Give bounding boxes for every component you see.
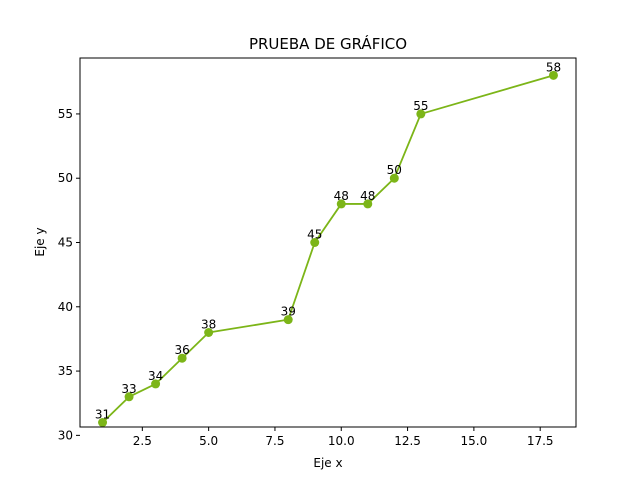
x-tick-label: 15.0 — [461, 434, 488, 448]
data-point — [389, 173, 399, 183]
data-label: 38 — [201, 318, 216, 332]
data-point — [283, 315, 293, 325]
axis-ticks: 2.5 5.0 7.5 10.0 12.5 15.0 17.5 30 35 40 45 50 55 — [58, 107, 554, 448]
data-series — [98, 70, 558, 427]
x-tick-label: 5.0 — [199, 434, 218, 448]
data-label: 55 — [413, 99, 428, 113]
chart-title: PRUEBA DE GRÁFICO — [249, 34, 407, 53]
y-tick-label: 35 — [58, 364, 73, 378]
data-point — [177, 353, 187, 363]
data-point — [124, 392, 134, 402]
x-tick-label: 10.0 — [328, 434, 355, 448]
x-tick-label: 17.5 — [527, 434, 554, 448]
plot-frame — [79, 57, 577, 428]
data-point — [363, 199, 373, 209]
y-tick-label: 30 — [58, 428, 73, 442]
data-point — [204, 328, 214, 337]
data-point — [310, 238, 320, 247]
data-labels: 31 33 34 36 38 39 45 48 48 50 55 58 — [95, 60, 561, 421]
data-label: 48 — [334, 189, 349, 203]
data-label: 39 — [281, 305, 296, 319]
data-label: 31 — [95, 408, 110, 422]
y-tick-label: 50 — [58, 171, 73, 185]
x-tick-label: 2.5 — [133, 434, 152, 448]
x-tick-label: 7.5 — [265, 434, 284, 448]
y-axis-label: Eje y — [33, 227, 47, 256]
data-label: 58 — [546, 60, 561, 74]
data-point — [336, 199, 346, 209]
data-label: 50 — [387, 163, 402, 177]
y-tick-label: 40 — [58, 300, 73, 314]
data-point — [548, 70, 558, 80]
data-label: 33 — [121, 382, 136, 396]
y-tick-label: 45 — [58, 236, 73, 250]
data-label: 45 — [307, 228, 322, 242]
data-point — [98, 418, 108, 427]
data-label: 36 — [174, 343, 189, 357]
y-tick-label: 55 — [58, 107, 73, 121]
series-line — [101, 74, 554, 424]
data-point — [416, 109, 426, 119]
data-label: 48 — [360, 189, 375, 203]
x-tick-label: 12.5 — [394, 434, 421, 448]
x-axis-label: Eje x — [313, 456, 342, 470]
data-label: 34 — [148, 369, 163, 383]
data-point — [151, 379, 161, 389]
